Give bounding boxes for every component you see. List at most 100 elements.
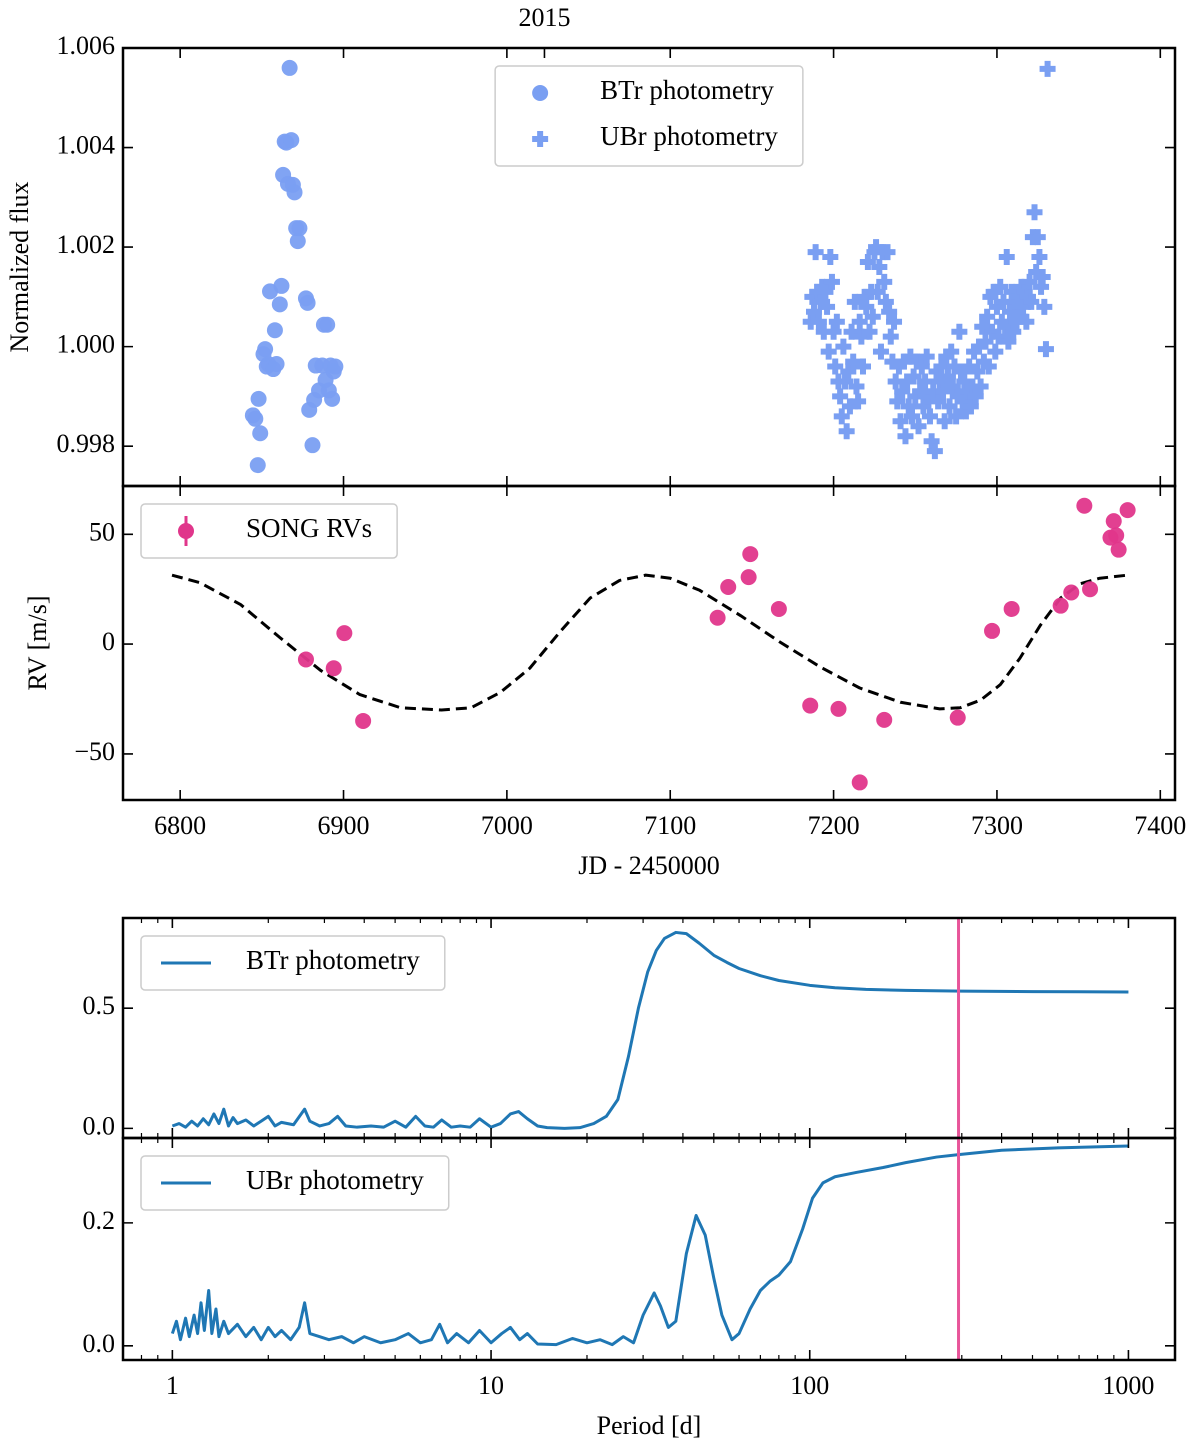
plus-marker bbox=[869, 283, 886, 300]
dot-marker bbox=[1003, 600, 1020, 617]
y-tick-label: −50 bbox=[74, 737, 115, 766]
plus-marker bbox=[807, 244, 824, 261]
plus-marker bbox=[859, 254, 876, 271]
plus-marker bbox=[1000, 333, 1017, 350]
plus-marker bbox=[972, 378, 989, 395]
dot-marker bbox=[257, 341, 274, 358]
plus-marker bbox=[967, 388, 984, 405]
plus-marker bbox=[1034, 268, 1051, 285]
dot-marker bbox=[281, 59, 298, 76]
plus-marker bbox=[1029, 229, 1046, 246]
dot-marker bbox=[742, 546, 759, 563]
plus-marker bbox=[977, 333, 994, 350]
plus-marker bbox=[805, 303, 822, 320]
plus-marker bbox=[918, 348, 935, 365]
plus-marker bbox=[930, 393, 947, 410]
x-tick-label: 1000 bbox=[1102, 1371, 1154, 1400]
dot-marker bbox=[1119, 502, 1136, 519]
dot-marker bbox=[1108, 527, 1125, 544]
plus-marker bbox=[881, 303, 898, 320]
periodogram-line bbox=[171, 930, 1129, 1130]
plus-marker bbox=[923, 433, 940, 450]
axes-frame bbox=[121, 1136, 1177, 1362]
y-tick-label: 0.2 bbox=[83, 1206, 116, 1235]
y-tick-label: 0.998 bbox=[57, 429, 116, 458]
plus-marker bbox=[943, 343, 960, 360]
plus-marker bbox=[877, 293, 894, 310]
legend: UBr photometry bbox=[140, 1155, 450, 1211]
plus-marker bbox=[882, 328, 899, 345]
legend-label: BTr photometry bbox=[246, 945, 420, 975]
dot-marker bbox=[286, 184, 303, 201]
plus-marker bbox=[876, 273, 893, 290]
x-tick-label: 100 bbox=[790, 1371, 829, 1400]
dot-marker bbox=[266, 322, 283, 339]
plus-marker bbox=[921, 408, 938, 425]
dot-marker bbox=[1105, 513, 1122, 530]
dot-marker bbox=[271, 296, 288, 313]
plus-marker bbox=[941, 398, 958, 415]
plus-marker bbox=[1037, 341, 1054, 358]
plus-marker bbox=[819, 298, 836, 315]
dot-marker bbox=[1052, 597, 1069, 614]
plus-marker bbox=[858, 298, 875, 315]
plus-marker bbox=[1023, 293, 1040, 310]
plus-marker bbox=[1021, 273, 1038, 290]
plus-marker bbox=[820, 343, 837, 360]
panel: 1 10 100 1000 0.2 0.0 Period [d] UBr photometry bbox=[83, 1136, 1177, 1440]
dot-marker bbox=[250, 390, 267, 407]
x-tick-label: 6800 bbox=[154, 811, 206, 840]
panel: 0.5 0.0 BTr photometry bbox=[83, 916, 1177, 1140]
plus-marker bbox=[1018, 313, 1035, 330]
plus-marker bbox=[998, 249, 1015, 266]
legend-plus bbox=[532, 131, 549, 147]
dot-marker bbox=[802, 697, 819, 714]
y-tick-label: 0 bbox=[102, 627, 115, 656]
plus-marker bbox=[913, 358, 930, 375]
plus-marker bbox=[843, 323, 860, 340]
plus-marker bbox=[886, 313, 903, 330]
dot-marker bbox=[851, 774, 868, 791]
plus-marker bbox=[939, 368, 956, 385]
plus-marker bbox=[990, 328, 1007, 345]
legend-box bbox=[140, 1155, 450, 1211]
plus-marker bbox=[846, 293, 863, 310]
legend-label: BTr photometry bbox=[600, 75, 774, 105]
plus-marker bbox=[1031, 249, 1048, 266]
y-tick-label: 0.0 bbox=[83, 1111, 116, 1140]
dot-marker bbox=[720, 579, 737, 596]
legend: BTr photometry UBr photometry bbox=[494, 65, 804, 167]
plus-marker bbox=[837, 373, 854, 390]
plus-marker bbox=[872, 343, 889, 360]
x-tick-label: 7000 bbox=[481, 811, 533, 840]
dot-marker bbox=[709, 609, 726, 626]
plus-marker bbox=[825, 323, 842, 340]
plus-marker bbox=[974, 318, 991, 335]
plus-marker bbox=[917, 373, 934, 390]
plus-marker bbox=[892, 413, 909, 430]
plus-marker bbox=[1039, 60, 1056, 77]
plus-marker bbox=[823, 273, 840, 290]
legend-dot bbox=[178, 523, 194, 539]
dot-marker bbox=[291, 220, 308, 237]
plus-marker bbox=[833, 408, 850, 425]
x-tick-label: 10 bbox=[478, 1371, 504, 1400]
dot-marker bbox=[273, 277, 290, 294]
plus-marker bbox=[838, 423, 855, 440]
plus-marker bbox=[832, 388, 849, 405]
x-axis-label: Period [d] bbox=[597, 1411, 702, 1440]
dot-marker bbox=[327, 358, 344, 375]
panel: 2015 1.006 1.004 1.002 1.000 0.998 Normalized … bbox=[5, 3, 1177, 488]
plus-marker bbox=[897, 428, 914, 445]
model-curve bbox=[171, 573, 1128, 712]
plus-marker bbox=[1002, 303, 1019, 320]
plus-marker bbox=[992, 278, 1009, 295]
dot-marker bbox=[949, 709, 966, 726]
plus-marker bbox=[822, 249, 839, 266]
plus-marker bbox=[827, 358, 844, 375]
plus-marker bbox=[935, 383, 952, 400]
plus-marker bbox=[810, 313, 827, 330]
dot-marker bbox=[319, 316, 336, 333]
dot-marker bbox=[770, 600, 787, 617]
x-tick-label: 6900 bbox=[318, 811, 370, 840]
